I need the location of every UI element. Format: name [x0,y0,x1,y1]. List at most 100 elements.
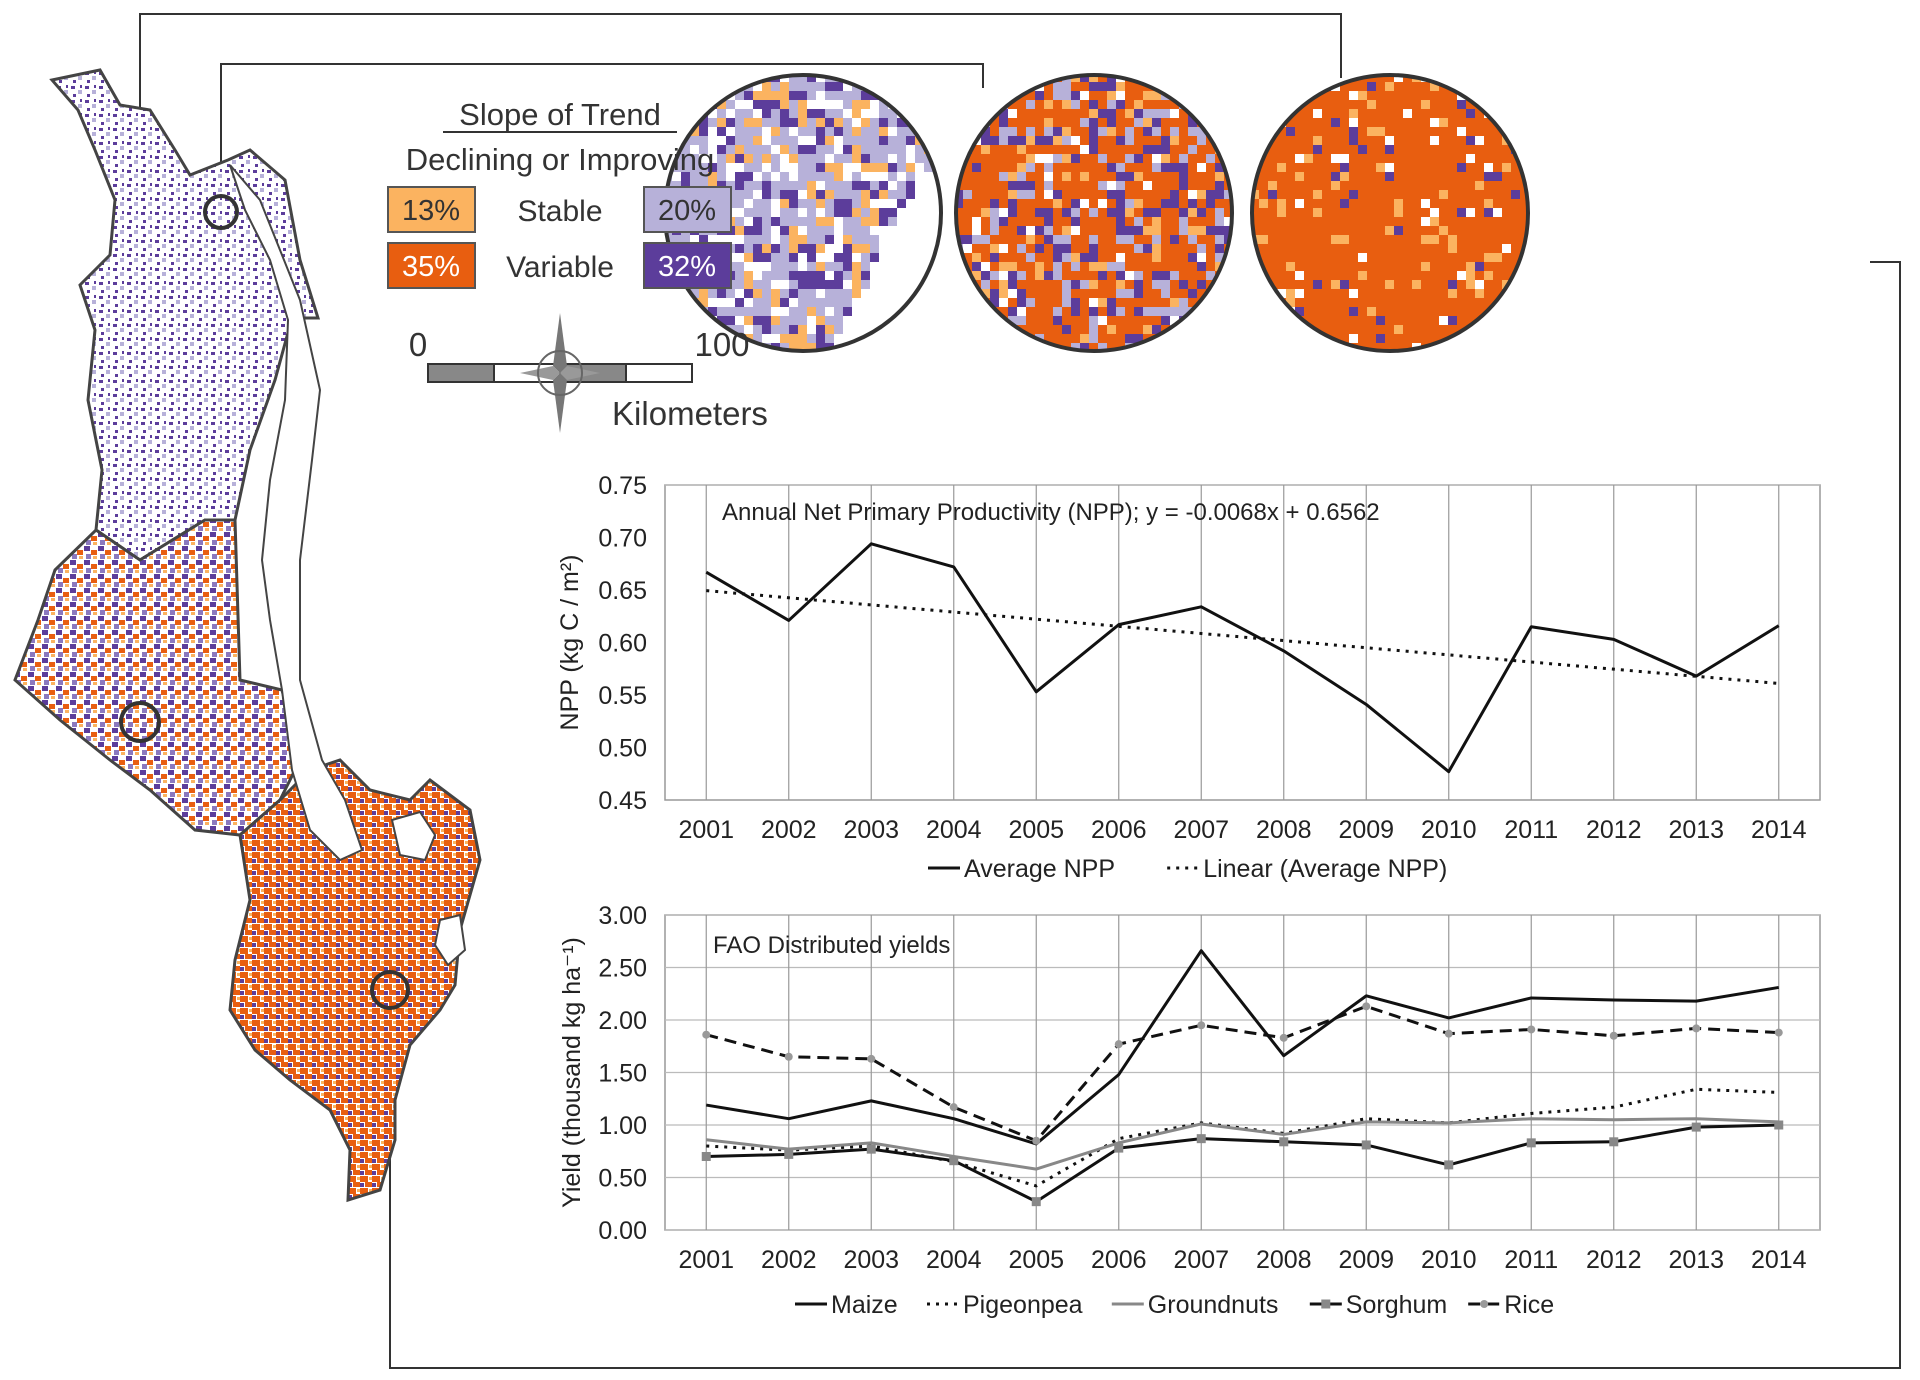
x-tick-label: 2010 [1421,1246,1477,1274]
scale-bar: 0 100 Kilometers [409,313,768,433]
point-sorghum [1774,1120,1784,1130]
svg-text:13%: 13% [402,195,460,227]
x-tick-label: 2002 [761,1246,817,1274]
x-tick-label: 2008 [1256,1246,1312,1274]
legend-entry: Linear (Average NPP) [1203,855,1447,883]
x-tick-label: 2008 [1256,816,1312,844]
y-tick-label: 2.00 [598,1007,647,1035]
x-tick-label: 2004 [926,1246,982,1274]
svg-text:20%: 20% [658,195,716,227]
lake-chilwa [433,913,467,967]
x-tick-label: 2012 [1586,816,1642,844]
point-rice [784,1052,793,1061]
y-tick-label: 2.50 [598,955,647,983]
point-sorghum [1114,1143,1124,1153]
x-tick-label: 2011 [1504,1246,1558,1274]
legend-label-stable: Stable [517,195,602,228]
point-rice [1692,1024,1701,1033]
npp-chart: 0.45 0.50 0.55 0.60 0.65 0.70 0.75 2001 2002 2003… [556,472,1821,883]
legend-marker [1321,1299,1331,1309]
point-sorghum [1526,1138,1536,1148]
y-axis-label: Yield (thousand kg ha⁻¹) [558,937,586,1208]
legend-entry: Pigeonpea [963,1291,1083,1319]
legend-box-stable-improving [643,186,732,233]
point-rice [1527,1025,1536,1034]
y-tick-label: 0.55 [598,682,647,710]
x-tick-label: 2001 [678,816,734,844]
point-rice [1197,1021,1206,1030]
x-tick-label: 2005 [1008,1246,1064,1274]
svg-text:32%: 32% [658,251,716,283]
x-tick-label: 2006 [1091,816,1147,844]
point-sorghum [1196,1134,1206,1144]
map-south-region [228,758,482,1203]
legend-entry: Groundnuts [1148,1291,1279,1319]
x-tick-label: 2006 [1091,1246,1147,1274]
x-tick-label: 2007 [1173,1246,1229,1274]
y-tick-label: 0.00 [598,1217,647,1245]
y-tick-label: 0.50 [598,1165,647,1193]
legend-entry: Sorghum [1346,1291,1447,1319]
legend-box-stable-declining [387,186,476,233]
point-sorghum [949,1156,959,1166]
point-rice [1114,1040,1123,1049]
point-sorghum [1031,1197,1041,1207]
north-arrow-icon [520,313,600,433]
legend-label-variable: Variable [506,251,614,284]
y-tick-label: 0.60 [598,630,647,658]
point-sorghum [1609,1137,1619,1147]
zoom-circles [663,73,1530,353]
x-tick-label: 2004 [926,816,982,844]
y-tick-label: 0.45 [598,787,647,815]
y-tick-label: 0.75 [598,472,647,500]
x-tick-label: 2005 [1008,816,1064,844]
locator-circle-north [203,194,239,230]
y-tick-label: 0.65 [598,577,647,605]
x-tick-label: 2001 [678,1246,734,1274]
legend-marker [1480,1300,1489,1308]
y-tick-label: 1.50 [598,1060,647,1088]
point-rice [1444,1029,1453,1038]
trend-legend: Slope of Trend Declining or Improving 13… [387,97,732,289]
malawi-map [13,68,482,1203]
x-tick-label: 2013 [1668,816,1724,844]
x-tick-label: 2003 [843,816,899,844]
chart-title: Annual Net Primary Productivity (NPP); y… [722,499,1380,526]
legend-entry: Rice [1504,1291,1554,1319]
legend-title: Slope of Trend [459,97,661,132]
svg-text:100: 100 [694,326,749,363]
x-tick-label: 2014 [1751,816,1807,844]
point-sorghum [866,1144,876,1154]
lake-malawi [229,164,364,862]
point-rice [867,1054,876,1063]
point-sorghum [1361,1140,1371,1150]
y-tick-label: 0.50 [598,735,647,763]
series-line-groundnuts [706,1117,1779,1171]
series-line-maize [706,949,1779,1146]
svg-text:0: 0 [409,326,427,363]
series-line-rice [705,1004,1779,1143]
x-tick-label: 2012 [1586,1246,1642,1274]
x-tick-label: 2009 [1338,1246,1394,1274]
point-rice [949,1103,958,1112]
point-rice [1279,1033,1288,1042]
x-tick-label: 2013 [1668,1246,1724,1274]
y-tick-label: 0.70 [598,525,647,553]
scale-unit: Kilometers [612,395,768,432]
x-tick-label: 2007 [1173,816,1229,844]
plot-area [664,484,1821,801]
map-central-region [13,518,302,837]
svg-text:35%: 35% [402,251,460,283]
point-rice [1609,1031,1618,1040]
point-rice [1774,1028,1783,1037]
x-tick-label: 2009 [1338,816,1394,844]
point-rice [702,1030,711,1039]
x-tick-label: 2003 [843,1246,899,1274]
legend-box-variable-declining [387,242,476,289]
y-tick-label: 3.00 [598,902,647,930]
locator-circle-south [370,970,410,1010]
point-rice [1362,1002,1371,1011]
series-line-average-npp [705,542,1780,774]
legend-box-variable-improving [643,242,732,289]
